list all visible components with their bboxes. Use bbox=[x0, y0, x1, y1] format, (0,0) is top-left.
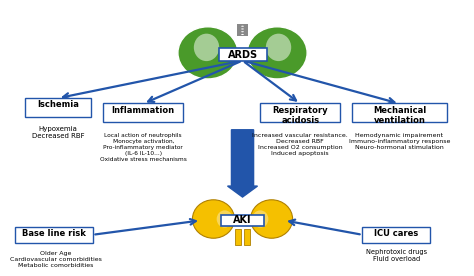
Ellipse shape bbox=[252, 210, 268, 228]
Text: ARDS: ARDS bbox=[228, 50, 257, 60]
Text: Hypoxemia
Decreased RBF: Hypoxemia Decreased RBF bbox=[32, 126, 84, 139]
Text: ICU cares: ICU cares bbox=[374, 229, 418, 238]
Ellipse shape bbox=[251, 200, 292, 238]
Ellipse shape bbox=[241, 26, 244, 27]
FancyArrow shape bbox=[228, 130, 257, 197]
Bar bbox=[236, 229, 241, 245]
Text: Increased vascular resistance.
Decreased RBF
Increased O2 consumption
Induced ap: Increased vascular resistance. Decreased… bbox=[252, 133, 348, 156]
Ellipse shape bbox=[266, 34, 291, 61]
Text: Hemodynamic impairement
Immuno-inflammatory response
Neuro-hormonal stimulation: Hemodynamic impairement Immuno-inflammat… bbox=[349, 133, 450, 150]
Ellipse shape bbox=[241, 34, 244, 35]
FancyBboxPatch shape bbox=[362, 227, 430, 243]
Ellipse shape bbox=[241, 28, 244, 30]
Text: Base line risk: Base line risk bbox=[22, 229, 86, 238]
Text: AKI: AKI bbox=[233, 215, 252, 225]
Bar bbox=[244, 229, 250, 245]
FancyBboxPatch shape bbox=[219, 49, 266, 61]
Text: Mechanical
ventilation: Mechanical ventilation bbox=[373, 106, 426, 125]
FancyBboxPatch shape bbox=[260, 103, 340, 122]
Ellipse shape bbox=[241, 31, 244, 32]
FancyBboxPatch shape bbox=[16, 227, 93, 243]
Ellipse shape bbox=[178, 27, 238, 79]
FancyBboxPatch shape bbox=[221, 215, 264, 226]
Text: Ischemia: Ischemia bbox=[37, 100, 79, 109]
Ellipse shape bbox=[217, 210, 233, 228]
Text: Older Age
Cardiovascular comorbidities
Metabolic comorbidities: Older Age Cardiovascular comorbidities M… bbox=[9, 251, 101, 268]
Ellipse shape bbox=[192, 200, 235, 238]
Text: Inflammation: Inflammation bbox=[112, 106, 175, 115]
Bar bbox=[237, 24, 248, 36]
Text: Respiratory
acidosis: Respiratory acidosis bbox=[273, 106, 328, 125]
FancyBboxPatch shape bbox=[352, 103, 447, 122]
Ellipse shape bbox=[194, 34, 219, 61]
Ellipse shape bbox=[247, 27, 307, 79]
FancyBboxPatch shape bbox=[103, 103, 183, 122]
Text: Local action of neutrophils
Monocyte activation,
Pro-inflammatory mediator
(IL-6: Local action of neutrophils Monocyte act… bbox=[100, 133, 187, 162]
Text: Nephrotoxic drugs
Fluid overload: Nephrotoxic drugs Fluid overload bbox=[365, 249, 427, 262]
FancyBboxPatch shape bbox=[25, 98, 91, 116]
